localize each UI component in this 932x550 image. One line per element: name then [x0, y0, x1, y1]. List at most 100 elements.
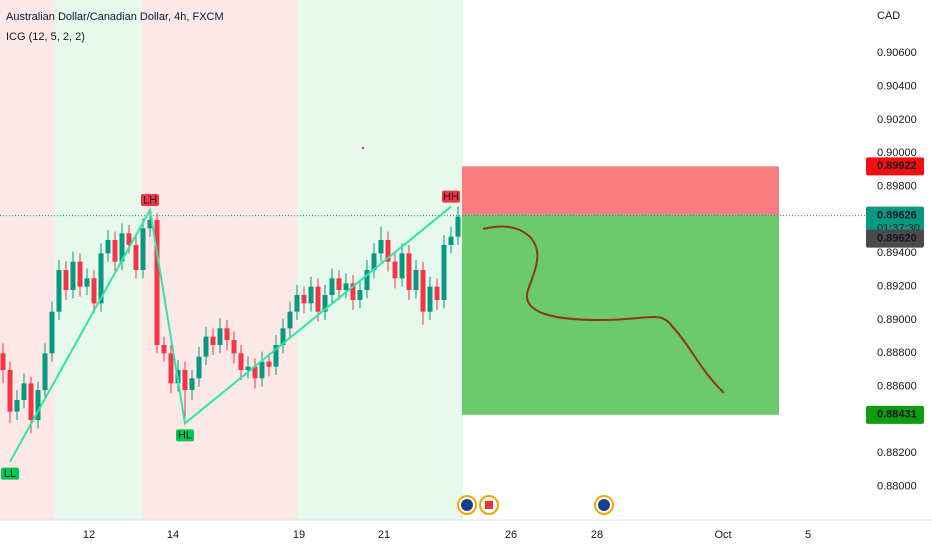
candle-body	[28, 383, 34, 420]
x-tick-label: 21	[378, 529, 390, 541]
candle-body	[42, 353, 48, 390]
candle-body	[266, 361, 272, 367]
candle-body	[182, 370, 188, 390]
candle-body	[98, 253, 104, 304]
candle-body	[252, 366, 258, 379]
y-tick-label: 0.90400	[877, 81, 917, 93]
candle-body	[329, 278, 335, 295]
candle-body	[161, 345, 167, 354]
currency-label: CAD	[877, 10, 900, 22]
candle-body	[7, 370, 13, 412]
candles	[0, 206, 461, 434]
y-tick-label: 0.88200	[877, 447, 917, 459]
candle-body	[427, 286, 433, 312]
candle-body	[126, 233, 132, 245]
candle-body	[420, 270, 426, 312]
marker-price-bg	[866, 229, 924, 248]
last-price-bg	[866, 206, 924, 237]
candle-body	[105, 240, 111, 254]
y-tick-label: 0.90000	[877, 147, 917, 159]
candle-body	[63, 270, 69, 290]
y-tick-label: 0.88800	[877, 347, 917, 359]
y-tick-label: 0.90600	[877, 47, 917, 59]
pivot-label: HH	[443, 191, 459, 203]
candle-body	[364, 270, 370, 290]
candle-body	[112, 240, 118, 262]
candle-body	[35, 390, 41, 420]
candle-body	[203, 336, 209, 357]
y-tick-label: 0.89200	[877, 281, 917, 293]
candle-body	[70, 261, 76, 290]
target-price-tag-bg	[866, 405, 924, 424]
candle-body	[455, 216, 461, 237]
candle-body	[224, 328, 230, 340]
candle-body	[441, 245, 447, 300]
candle-body	[357, 290, 363, 300]
candle-body	[56, 270, 62, 312]
x-tick-label: 5	[805, 529, 811, 541]
candle-body	[406, 253, 412, 290]
candle-body	[315, 286, 321, 312]
candle-body	[322, 295, 328, 312]
candle-body	[448, 236, 454, 245]
dot	[361, 146, 365, 150]
candle-body	[280, 328, 286, 345]
candle-body	[119, 233, 125, 262]
candle-body	[343, 283, 349, 290]
candle-body	[378, 240, 384, 254]
candle-body	[217, 328, 223, 345]
candle-body	[385, 240, 391, 262]
candle-body	[77, 261, 83, 287]
candle-body	[392, 261, 398, 279]
target-zone	[462, 215, 779, 415]
last-price-tag: 0.89626	[877, 210, 917, 222]
candle-body	[287, 311, 293, 329]
pivot-label: LH	[143, 194, 157, 206]
zone-bearish	[0, 0, 55, 520]
candle-body	[413, 270, 419, 290]
y-tick-label: 0.90200	[877, 114, 917, 126]
zone-bullish	[297, 0, 463, 520]
candle-body	[49, 311, 55, 354]
zone-bearish	[143, 0, 297, 520]
candle-body	[308, 286, 314, 304]
candle-body	[245, 366, 251, 370]
y-tick-label: 0.88000	[877, 481, 917, 493]
candle-body	[301, 295, 307, 304]
pivot-label: LL	[4, 468, 16, 480]
event-icons	[457, 495, 614, 515]
freehand-drawing	[482, 225, 725, 394]
marker-price-tag: 0.89620	[877, 233, 917, 245]
candle-body	[91, 278, 97, 304]
stop-zone	[462, 166, 779, 215]
pivot-marker	[176, 429, 194, 442]
candle-body	[371, 253, 377, 270]
candle-body	[336, 278, 342, 290]
y-tick-label: 0.89000	[877, 314, 917, 326]
x-tick-label: 19	[293, 529, 305, 541]
candle-body	[350, 283, 356, 300]
x-tick-label: Oct	[714, 529, 731, 541]
stop-price-tag-bg	[866, 157, 924, 176]
candle-body	[21, 383, 27, 400]
candle-body	[189, 378, 195, 390]
candle-body	[0, 353, 6, 370]
candle-body	[399, 253, 405, 279]
x-tick-label: 26	[505, 529, 517, 541]
zigzag-line	[9, 205, 452, 463]
candle-body	[140, 228, 146, 270]
candle-body	[238, 353, 244, 370]
target-price-tag: 0.88431	[877, 409, 917, 421]
y-tick-label: 0.88600	[877, 381, 917, 393]
pivot-marker	[141, 194, 159, 206]
indicator-label: ICG (12, 5, 2, 2)	[6, 31, 85, 43]
chart-title: Australian Dollar/Canadian Dollar, 4h, F…	[6, 11, 224, 23]
candle-body	[294, 295, 300, 312]
pivot-marker	[442, 190, 460, 203]
candle-body	[154, 220, 160, 345]
candle-body	[210, 336, 216, 345]
x-tick-label: 14	[167, 529, 179, 541]
x-tick-label: 12	[83, 529, 95, 541]
candle-body	[168, 353, 174, 384]
